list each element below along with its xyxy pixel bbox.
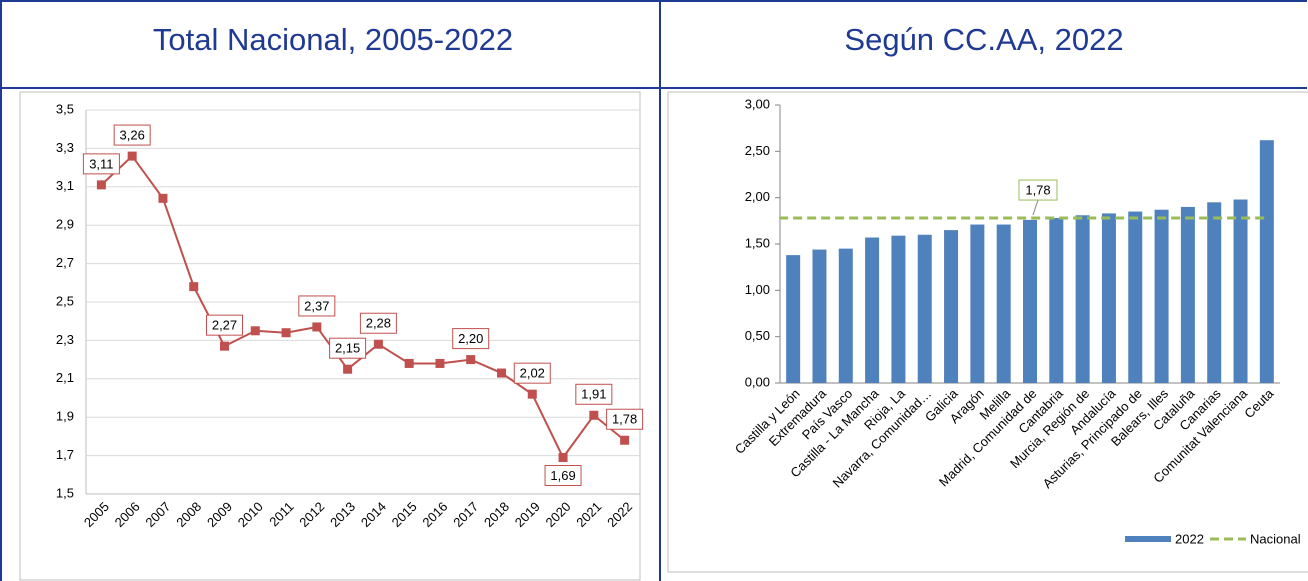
- data-label-box: [575, 383, 613, 405]
- y-tick-label: 3,1: [56, 178, 74, 193]
- y-tick-label: 1,5: [56, 485, 74, 500]
- data-label: 3,26: [120, 128, 145, 143]
- data-label-box: [606, 408, 644, 430]
- bar: [1207, 202, 1222, 383]
- marker: [96, 180, 106, 190]
- data-label: 2,28: [366, 316, 391, 331]
- leader-line: [1032, 199, 1039, 216]
- bar: [1233, 199, 1248, 383]
- y-tick-label: 1,9: [56, 409, 74, 424]
- chart-title: Total Nacional, 2005-2022: [153, 22, 513, 57]
- marker: [620, 435, 630, 445]
- y-tick-label: 3,3: [56, 140, 74, 155]
- y-tick-label: 2,00: [745, 189, 770, 204]
- marker: [343, 364, 353, 374]
- y-tick-label: 1,7: [56, 447, 74, 462]
- data-label-box: [113, 124, 151, 146]
- bar: [812, 249, 827, 383]
- plot-frame: [667, 91, 1308, 573]
- bar: [970, 224, 985, 383]
- marker: [589, 410, 599, 420]
- bar: [1259, 140, 1274, 383]
- data-label-box: [206, 314, 243, 336]
- chart-title: Según CC.AA, 2022: [844, 22, 1123, 57]
- legend-swatch: [1125, 536, 1171, 542]
- marker: [127, 151, 137, 161]
- bar: [1075, 215, 1090, 383]
- marker: [435, 358, 445, 368]
- bar: [917, 234, 932, 383]
- y-tick-label: 2,1: [56, 370, 74, 385]
- data-label-box: [298, 295, 336, 317]
- marker: [281, 328, 291, 338]
- bar: [1049, 218, 1064, 383]
- legend-label: 2022: [1175, 531, 1204, 546]
- data-label-box: [82, 153, 120, 175]
- data-label-box: [544, 465, 582, 487]
- marker: [189, 282, 199, 292]
- marker: [558, 453, 568, 463]
- y-tick-label: 1,00: [745, 282, 770, 297]
- bar: [1154, 209, 1169, 383]
- y-tick-label: 3,5: [56, 101, 74, 116]
- y-tick-label: 1,50: [745, 235, 770, 250]
- bar: [1023, 219, 1037, 383]
- marker: [158, 193, 168, 203]
- y-tick-label: 3,00: [745, 96, 770, 111]
- bar: [865, 237, 880, 383]
- data-label: 2,27: [212, 318, 237, 333]
- bar: [1101, 213, 1116, 383]
- data-label: 2,20: [458, 331, 483, 346]
- data-label-box: [359, 312, 397, 334]
- marker: [404, 358, 414, 368]
- marker: [527, 389, 537, 399]
- bar: [944, 230, 959, 383]
- marker: [250, 326, 260, 336]
- legend-label: Nacional: [1250, 531, 1301, 546]
- bar: [1180, 206, 1195, 383]
- bar: [996, 224, 1011, 383]
- bar: [1128, 211, 1143, 383]
- data-label-box: [329, 337, 367, 359]
- marker: [373, 339, 383, 349]
- data-label: 1,69: [550, 468, 575, 483]
- data-label: 2,02: [520, 366, 545, 381]
- y-tick-label: 2,50: [745, 143, 770, 158]
- y-tick-label: 2,3: [56, 332, 74, 347]
- marker: [466, 355, 476, 365]
- bar: [786, 255, 801, 383]
- data-label: 2,37: [304, 298, 329, 313]
- data-label-box: [1018, 179, 1058, 201]
- y-tick-label: 2,9: [56, 217, 74, 232]
- bar: [838, 248, 853, 383]
- data-label: 2,15: [335, 341, 360, 356]
- y-tick-label: 2,5: [56, 293, 74, 308]
- y-tick-label: 2,7: [56, 255, 74, 270]
- plot-frame: [19, 91, 641, 581]
- y-tick-label: 0,00: [745, 374, 770, 389]
- y-tick-label: 0,50: [745, 328, 770, 343]
- data-label: 1,91: [581, 387, 606, 402]
- data-label-box: [452, 328, 490, 350]
- marker: [312, 322, 322, 332]
- marker: [497, 368, 506, 378]
- data-label: 3,11: [89, 156, 113, 171]
- marker: [220, 341, 229, 351]
- data-label-box: [513, 362, 551, 384]
- data-label: 1,78: [1025, 182, 1050, 197]
- data-label: 1,78: [612, 412, 637, 427]
- bar: [891, 235, 906, 383]
